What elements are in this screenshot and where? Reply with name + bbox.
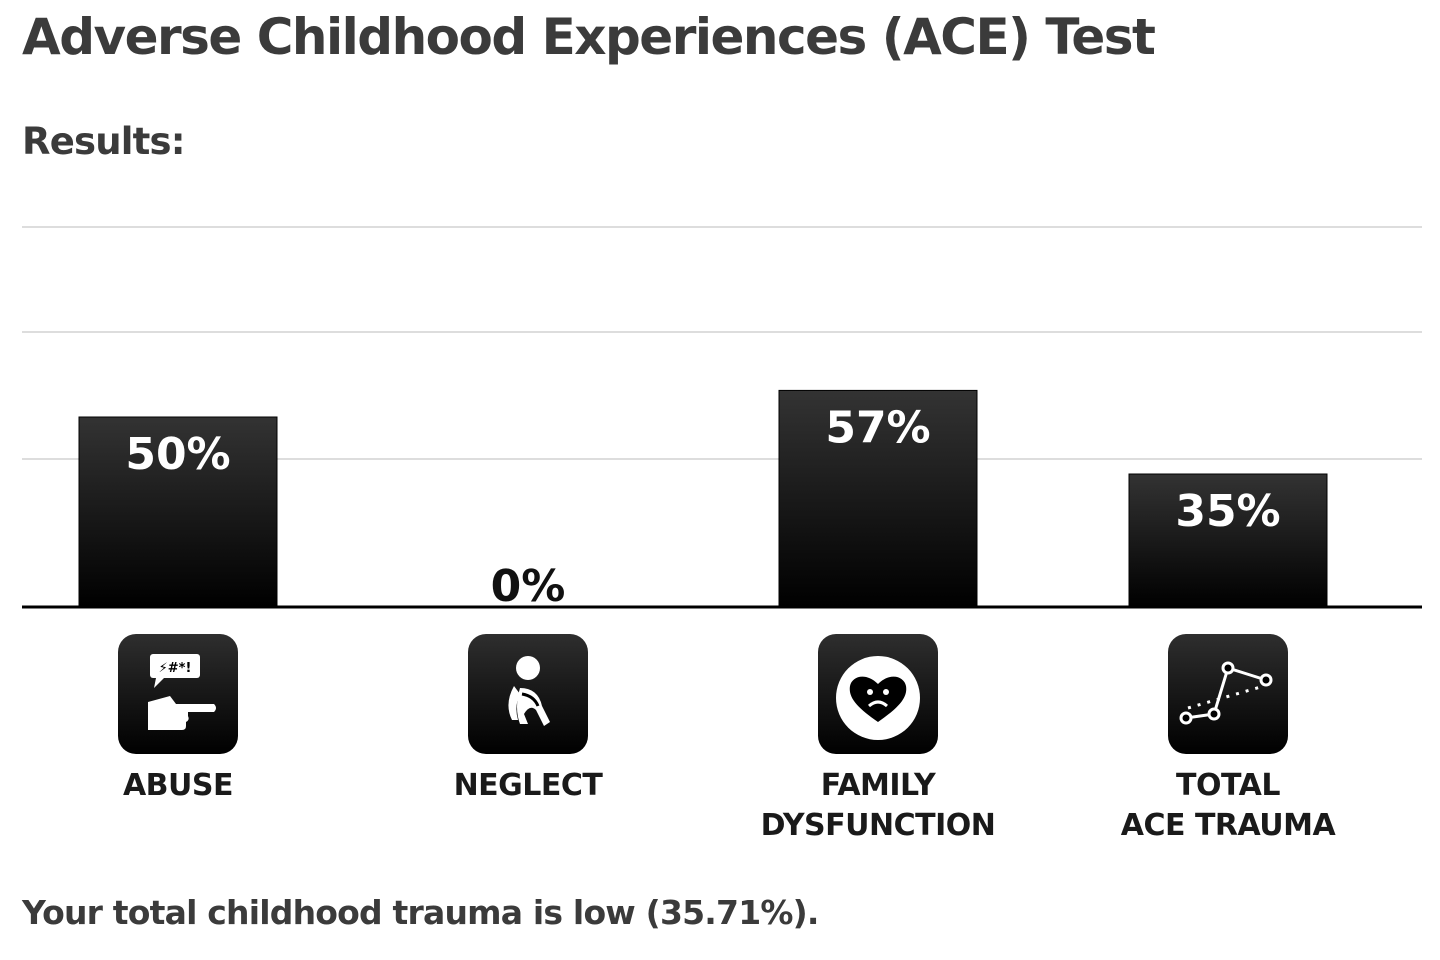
category-label-line: FAMILY [820, 768, 936, 803]
line-graph-icon [1168, 634, 1288, 754]
category-label-neglect: NEGLECT [378, 766, 678, 806]
bar-value-label: 50% [125, 429, 230, 480]
bar-value-label: 57% [825, 402, 930, 453]
sitting-figure-icon [468, 634, 588, 754]
bar-0 [78, 416, 278, 608]
category-label-abuse: ABUSE [28, 766, 328, 806]
bar-value-label: 0% [491, 561, 566, 612]
category-label-line: DYSFUNCTION [760, 808, 996, 843]
category-label-line: ACE TRAUMA [1120, 808, 1336, 843]
bar-value-label: 35% [1175, 486, 1280, 537]
value-labels: 50% 0% 57% 35% [125, 402, 1280, 612]
category-label-family-dysfunction: FAMILY DYSFUNCTION [728, 766, 1028, 846]
category-label-line: ABUSE [122, 768, 234, 803]
category-label-total-ace-trauma: TOTAL ACE TRAUMA [1078, 766, 1378, 846]
summary-text: Your total childhood trauma is low (35.7… [22, 893, 819, 932]
bar-2 [778, 389, 978, 608]
svg-text:⚡#*!: ⚡#*! [159, 661, 192, 676]
results-label: Results: [22, 120, 186, 163]
bars [78, 389, 1328, 608]
category-label-line: NEGLECT [453, 768, 603, 803]
bar-chart: 50% 0% 57% 35% [22, 226, 1422, 612]
category-label-line: TOTAL [1176, 768, 1280, 803]
sad-heart-icon [818, 634, 938, 754]
pointing-hand-icon: ⚡#*! [118, 634, 238, 754]
page-title: Adverse Childhood Experiences (ACE) Test [22, 8, 1156, 66]
